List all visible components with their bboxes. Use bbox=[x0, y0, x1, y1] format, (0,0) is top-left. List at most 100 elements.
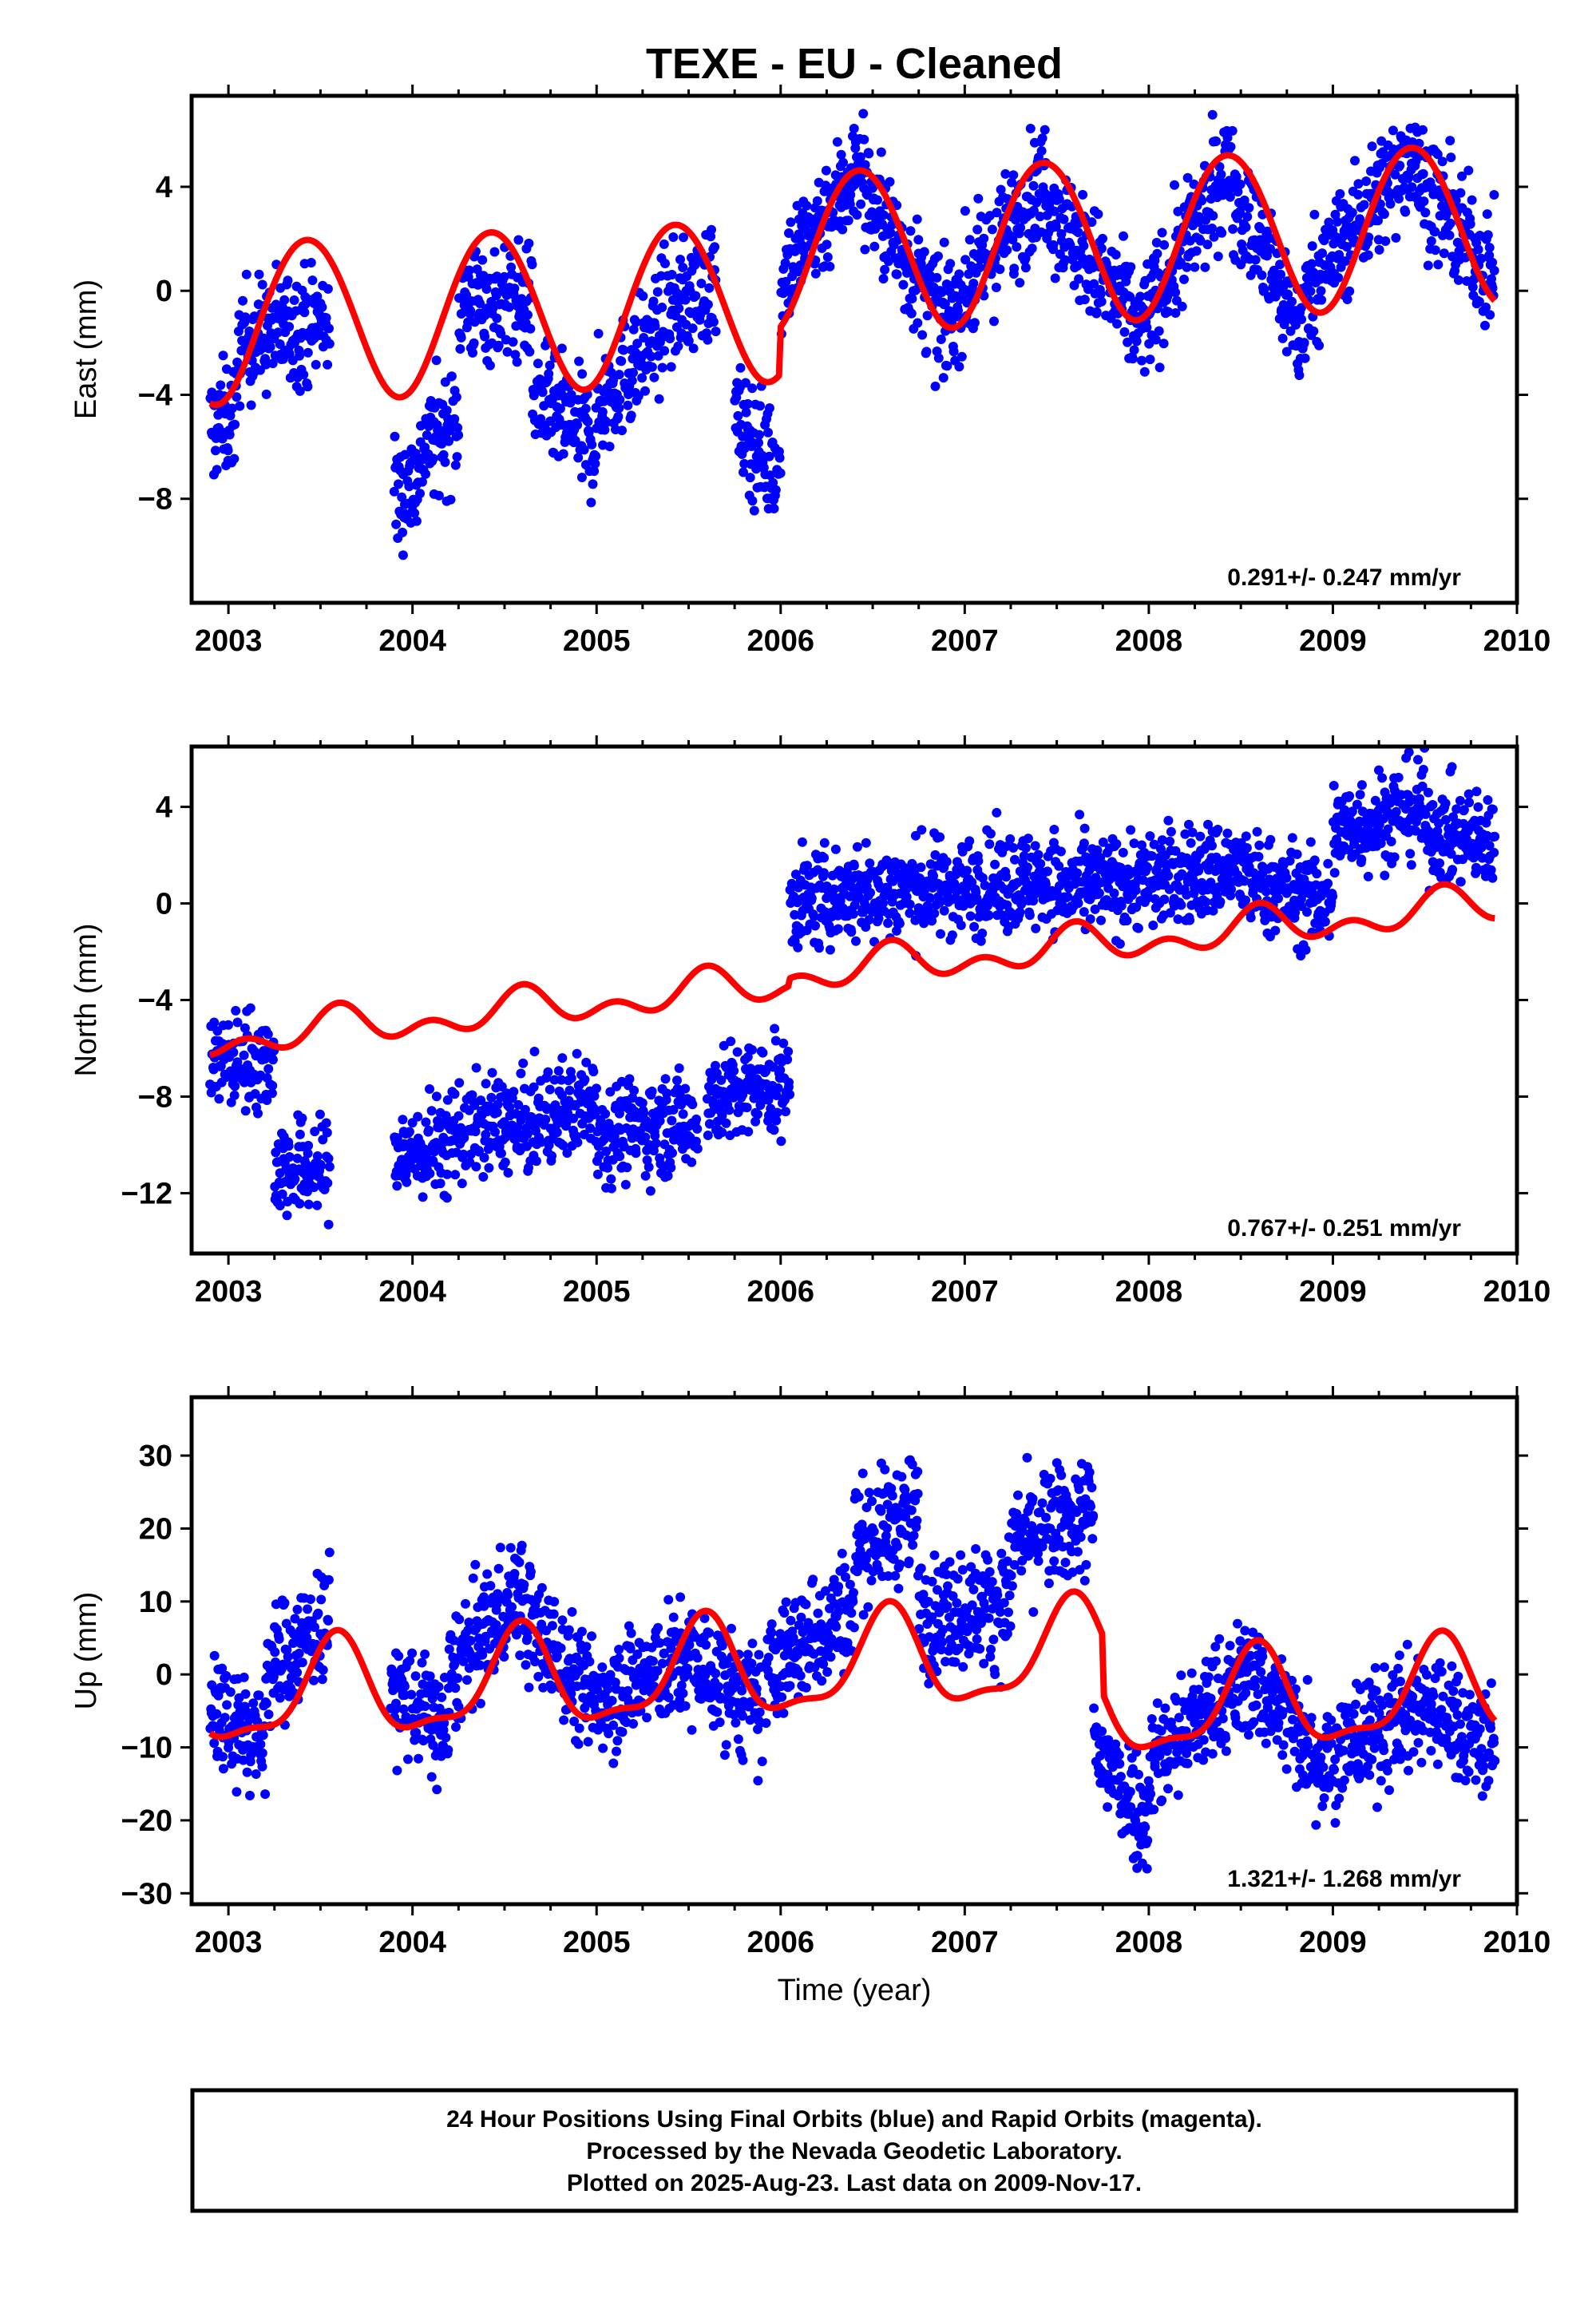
observation-point bbox=[440, 457, 450, 467]
observation-point bbox=[1437, 156, 1447, 167]
observation-point bbox=[390, 431, 400, 442]
x-tick-label: 2003 bbox=[195, 624, 263, 658]
observation-point bbox=[533, 1672, 544, 1681]
observation-point bbox=[1374, 244, 1384, 255]
observation-point bbox=[1187, 827, 1198, 838]
observation-point bbox=[623, 400, 633, 410]
observation-point bbox=[1301, 945, 1311, 955]
observation-point bbox=[916, 862, 926, 873]
observation-point bbox=[680, 295, 691, 305]
y-tick-label: 0 bbox=[156, 275, 172, 308]
observation-point bbox=[537, 387, 548, 398]
observation-point bbox=[668, 232, 679, 242]
observation-point bbox=[1307, 241, 1317, 252]
observation-point bbox=[942, 361, 952, 371]
observation-point bbox=[590, 458, 600, 469]
x-tick-label: 2010 bbox=[1483, 1275, 1551, 1309]
observation-point bbox=[1487, 257, 1498, 267]
observation-point bbox=[1353, 179, 1364, 189]
observation-point bbox=[655, 1115, 665, 1126]
observation-point bbox=[615, 1151, 625, 1162]
observation-point bbox=[1379, 209, 1389, 220]
observation-point bbox=[773, 1083, 783, 1093]
observation-point bbox=[989, 316, 999, 327]
observation-point bbox=[236, 1712, 246, 1722]
observation-point bbox=[703, 1131, 713, 1140]
observation-point bbox=[524, 238, 534, 248]
observation-point bbox=[267, 1088, 277, 1099]
observation-point bbox=[1330, 209, 1341, 220]
x-tick-label: 2009 bbox=[1299, 1275, 1367, 1309]
observation-point bbox=[678, 263, 688, 272]
observation-point bbox=[1474, 296, 1484, 307]
observation-point bbox=[464, 1618, 474, 1627]
observation-point bbox=[295, 1129, 305, 1139]
observation-point bbox=[471, 1162, 481, 1172]
observation-point bbox=[1255, 235, 1265, 245]
observation-point bbox=[1015, 907, 1025, 917]
observation-point bbox=[413, 1111, 423, 1122]
observation-point bbox=[921, 347, 932, 357]
observation-point bbox=[876, 147, 886, 157]
observation-point bbox=[743, 1052, 753, 1062]
observation-point bbox=[310, 1622, 319, 1632]
observation-point bbox=[1324, 217, 1334, 228]
observation-point bbox=[253, 1108, 263, 1119]
observation-point bbox=[1259, 284, 1269, 295]
observation-point bbox=[274, 1634, 284, 1644]
observation-point bbox=[434, 490, 444, 501]
observation-point bbox=[1294, 370, 1305, 380]
observation-point bbox=[1170, 846, 1181, 856]
observation-point bbox=[647, 362, 657, 372]
observation-point bbox=[691, 291, 701, 301]
observation-point bbox=[1439, 248, 1449, 259]
observation-point bbox=[324, 323, 334, 334]
observation-point bbox=[484, 1162, 494, 1173]
observation-point bbox=[652, 287, 663, 297]
observation-point bbox=[500, 1157, 510, 1167]
observation-point bbox=[307, 275, 318, 286]
observation-point bbox=[637, 1098, 648, 1108]
observation-point bbox=[758, 1048, 768, 1058]
observation-point bbox=[1033, 850, 1044, 860]
observation-point bbox=[1177, 301, 1187, 311]
observation-point bbox=[507, 1602, 517, 1612]
observation-point bbox=[493, 1563, 504, 1574]
observation-point bbox=[822, 252, 833, 262]
observation-point bbox=[1000, 168, 1011, 179]
observation-point bbox=[516, 1068, 526, 1079]
observation-point bbox=[303, 1199, 314, 1210]
observation-point bbox=[453, 1673, 463, 1683]
observation-point bbox=[1115, 862, 1126, 873]
observation-point bbox=[930, 381, 941, 391]
observation-point bbox=[446, 371, 457, 382]
observation-point bbox=[324, 1547, 335, 1558]
observation-point bbox=[297, 1658, 307, 1668]
observation-point bbox=[424, 1125, 434, 1135]
observation-point bbox=[1002, 245, 1012, 255]
observation-point bbox=[1300, 353, 1310, 363]
observation-point bbox=[1073, 228, 1083, 237]
observation-point bbox=[1154, 362, 1165, 373]
observation-point bbox=[1208, 905, 1218, 916]
observation-point bbox=[513, 1099, 524, 1110]
observation-point bbox=[1400, 207, 1411, 217]
observation-point bbox=[1051, 222, 1061, 232]
observation-point bbox=[277, 1189, 287, 1199]
observation-point bbox=[588, 479, 598, 489]
observation-point bbox=[1231, 172, 1242, 182]
observation-point bbox=[1370, 795, 1380, 806]
observation-point bbox=[1320, 917, 1330, 927]
observation-point bbox=[230, 419, 240, 430]
observation-point bbox=[1281, 347, 1292, 357]
observation-point bbox=[1054, 861, 1064, 871]
observation-point bbox=[556, 343, 567, 354]
y-axis-label: East (mm) bbox=[69, 279, 103, 419]
observation-point bbox=[1145, 354, 1155, 365]
observation-point bbox=[1244, 203, 1254, 213]
observation-point bbox=[461, 1598, 470, 1609]
observation-point bbox=[1235, 179, 1246, 189]
observation-point bbox=[1373, 216, 1383, 226]
observation-point bbox=[938, 373, 948, 383]
observation-point bbox=[1418, 125, 1428, 135]
